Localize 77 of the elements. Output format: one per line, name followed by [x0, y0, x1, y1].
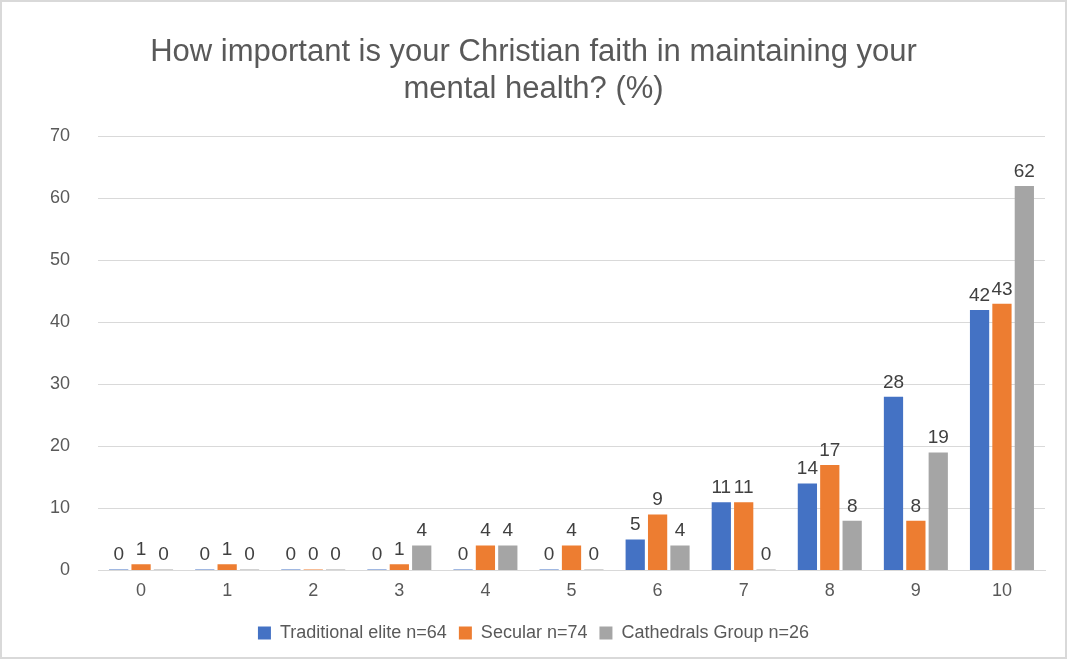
data-label: 8: [846, 494, 858, 516]
y-tick-label: 0: [60, 559, 71, 580]
y-tick-label: 20: [49, 435, 71, 456]
bar: [389, 564, 409, 570]
y-tick-label: 10: [49, 497, 71, 518]
data-label: 5: [629, 513, 641, 535]
x-tick-label: 4: [480, 580, 491, 601]
legend-label: Cathedrals Group n=26: [621, 621, 810, 642]
bar: [992, 303, 1012, 570]
y-tick-label: 70: [49, 125, 71, 146]
data-label: 0: [158, 543, 169, 565]
data-label: 62: [1013, 159, 1035, 181]
x-tick-label: 10: [991, 580, 1012, 601]
bar: [928, 452, 948, 570]
data-label: 11: [711, 475, 732, 497]
x-tick-label: 0: [136, 580, 147, 601]
y-tick-label: 40: [49, 311, 71, 332]
chart-title: How important is your Christian faith in maintaining your mental health? (%): [150, 33, 917, 106]
bar: [906, 520, 926, 570]
data-label: 42: [969, 283, 991, 305]
x-tick-label: 8: [824, 580, 835, 601]
bar: [475, 545, 496, 570]
bar: [498, 545, 518, 570]
bar: [797, 483, 818, 570]
y-tick-label: 30: [49, 373, 71, 394]
bar: [670, 545, 690, 570]
data-label: 4: [480, 519, 492, 541]
data-label: 0: [199, 543, 211, 565]
data-label: 0: [371, 543, 383, 565]
data-label: 9: [652, 488, 663, 510]
x-tick-label: 2: [308, 580, 319, 601]
data-label: 0: [244, 543, 255, 565]
bar: [883, 396, 904, 570]
data-label: 1: [135, 537, 147, 559]
data-label: 4: [502, 519, 514, 541]
data-label: 0: [285, 543, 297, 565]
y-tick-label: 60: [49, 187, 71, 208]
data-label: 0: [307, 543, 319, 565]
data-label: 1: [221, 537, 233, 559]
y-tick-label: 50: [49, 249, 71, 270]
x-tick-label: 3: [394, 580, 405, 601]
bar: [131, 564, 151, 570]
data-label: 0: [113, 543, 124, 565]
bar: [625, 539, 645, 570]
bar: [842, 520, 862, 570]
bar: [647, 514, 668, 570]
bar: [412, 545, 432, 570]
data-label: 4: [674, 519, 686, 541]
x-tick-label: 7: [738, 580, 749, 601]
data-label: 0: [543, 543, 555, 565]
data-label: 28: [882, 370, 905, 392]
data-label: 14: [796, 457, 819, 479]
data-label: 8: [910, 494, 922, 516]
bar: [561, 545, 582, 570]
bar: [820, 465, 840, 570]
data-label: 1: [394, 537, 405, 559]
bar: [969, 310, 990, 570]
data-label: 4: [566, 519, 578, 541]
data-label: 0: [588, 543, 600, 565]
data-label: 0: [457, 543, 469, 565]
data-label: 4: [416, 519, 428, 541]
data-label: 11: [733, 475, 754, 497]
x-tick-label: 9: [910, 580, 921, 601]
x-tick-label: 5: [566, 580, 577, 601]
bar: [711, 502, 731, 570]
legend-label: Traditional elite n=64: [279, 621, 447, 642]
bar: [217, 564, 237, 570]
data-label: 0: [330, 543, 341, 565]
x-tick-label: 1: [222, 580, 233, 601]
data-label: 17: [819, 438, 841, 460]
data-label: 43: [991, 277, 1013, 299]
bar: [734, 502, 754, 570]
data-label: 0: [760, 543, 772, 565]
x-tick-label: 6: [652, 580, 663, 601]
data-label: 19: [927, 426, 949, 448]
legend-label: Secular n=74: [480, 621, 588, 642]
bar: [1014, 186, 1034, 570]
